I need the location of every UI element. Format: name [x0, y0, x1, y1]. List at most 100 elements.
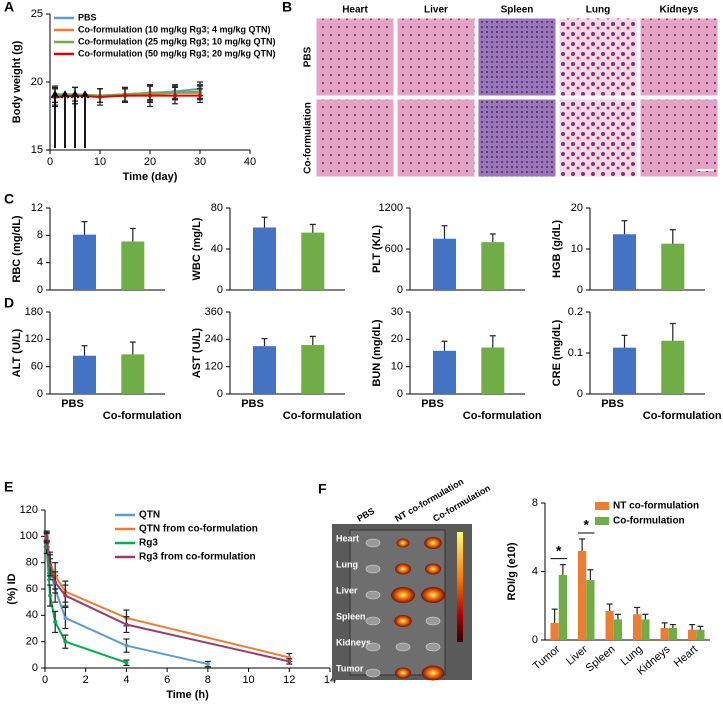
legend-swatch	[595, 517, 609, 525]
histology-image	[477, 17, 557, 97]
point	[205, 662, 210, 667]
legend-label: Co-formulation (50 mg/kg Rg3; 20 mg/kg Q…	[78, 48, 276, 58]
bar	[433, 238, 456, 290]
organ-label: Tumor	[336, 663, 364, 673]
y-tick-label: 8	[532, 497, 538, 509]
histology-image	[315, 17, 395, 97]
y-tick-label: 4	[532, 565, 538, 577]
x-tick-label: 30	[194, 156, 206, 168]
histology-image	[477, 98, 557, 178]
x-tick-label: 2	[83, 674, 89, 686]
organ	[365, 642, 381, 652]
y-tick-label: 0	[37, 388, 43, 400]
point	[63, 639, 68, 644]
y-tick-label: 0	[32, 662, 38, 674]
y-tick-label: 80	[26, 557, 38, 569]
histology-image	[639, 98, 719, 178]
point	[48, 563, 53, 568]
y-tick-label: 30	[391, 306, 403, 318]
x-tick-label: PBS	[241, 398, 264, 410]
organ	[425, 642, 441, 652]
bar	[613, 234, 636, 290]
x-tick-label: Co-formulation	[643, 410, 722, 422]
color-scale	[457, 532, 463, 642]
signal	[421, 665, 445, 681]
row-label: PBS	[303, 46, 314, 67]
panel-letter: F	[318, 481, 327, 497]
y-axis-label: RBC (mg/dL)	[11, 215, 23, 283]
x-tick-label: 0	[42, 674, 48, 686]
y-tick-label: 8	[37, 229, 43, 241]
signal	[421, 587, 445, 603]
point	[63, 593, 68, 598]
y-tick-label: 12	[31, 202, 43, 214]
y-axis-label: WBC (mg/L)	[191, 217, 203, 280]
legend-label: Rg3 from co-formulation	[139, 552, 256, 563]
organ-label: Liver	[336, 585, 358, 595]
bar	[253, 346, 276, 394]
bar	[613, 347, 636, 394]
x-tick-label: PBS	[601, 398, 624, 410]
x-tick-label: 20	[144, 156, 156, 168]
organ	[365, 564, 381, 574]
bar	[481, 347, 505, 394]
organ	[395, 642, 411, 652]
bar	[578, 550, 587, 640]
signal	[396, 538, 410, 548]
y-tick-label: 20	[31, 76, 43, 88]
y-axis-label: CRE (mg/dL)	[551, 319, 563, 386]
y-tick-label: 60	[26, 583, 38, 595]
y-axis-label: ROI/g (e10)	[506, 542, 518, 600]
x-tick-label: 8	[205, 674, 211, 686]
point	[173, 93, 177, 98]
dose-arrow	[70, 90, 80, 148]
point	[53, 619, 58, 624]
x-tick-label: Co-formulation	[283, 410, 362, 422]
y-axis-label: BUN (mg/dL)	[371, 319, 383, 387]
panel-letter: B	[282, 0, 292, 15]
legend-label: Rg3	[139, 538, 158, 549]
y-tick-label: 60	[31, 361, 43, 373]
panel-letter: C	[4, 191, 14, 207]
bar	[633, 614, 642, 640]
x-axis-label: Time (day)	[123, 171, 178, 183]
point	[44, 535, 49, 540]
dose-arrow	[60, 90, 70, 148]
column-label: NT co-formulation	[393, 476, 465, 523]
y-axis-label: AST (U/L)	[191, 328, 203, 378]
y-axis-label: HGB (g/dL)	[551, 220, 563, 278]
legend-swatch	[595, 502, 609, 510]
histology-image	[396, 98, 476, 178]
x-tick-label: 10	[94, 156, 106, 168]
point	[148, 93, 152, 98]
point	[287, 659, 292, 664]
column-label: PBS	[355, 506, 376, 524]
x-axis-label: Time (h)	[166, 689, 209, 701]
histology-image	[558, 98, 638, 178]
x-tick-label: Tumor	[531, 643, 563, 673]
y-tick-label: 120	[25, 333, 43, 345]
annotation: *	[584, 517, 590, 533]
bar	[73, 355, 96, 394]
legend-label: Co-formulation (10 mg/kg Rg3; 4 mg/kg QT…	[78, 24, 271, 34]
bar	[73, 234, 96, 290]
signal	[395, 667, 411, 679]
point	[63, 615, 68, 620]
bar	[433, 350, 456, 394]
point	[124, 643, 129, 648]
column-label: Spleen	[501, 5, 534, 16]
legend-label: QTN from co-formulation	[139, 524, 258, 535]
y-tick-label: 100	[20, 530, 38, 542]
y-axis-label: PLT (K/L)	[371, 225, 383, 273]
y-tick-label: 120	[205, 361, 223, 373]
y-tick-label: 0	[577, 388, 583, 400]
legend-label: Co-formulation (25 mg/kg Rg3; 10 mg/kg Q…	[78, 36, 276, 46]
bar	[661, 243, 685, 290]
y-tick-label: 1200	[379, 202, 403, 214]
y-axis-label: (%) ID	[6, 573, 18, 604]
y-tick-label: 40	[26, 609, 38, 621]
column-label: Kidneys	[660, 5, 699, 16]
y-tick-label: 360	[205, 306, 223, 318]
column-label: Heart	[342, 5, 368, 16]
bar	[121, 354, 145, 394]
